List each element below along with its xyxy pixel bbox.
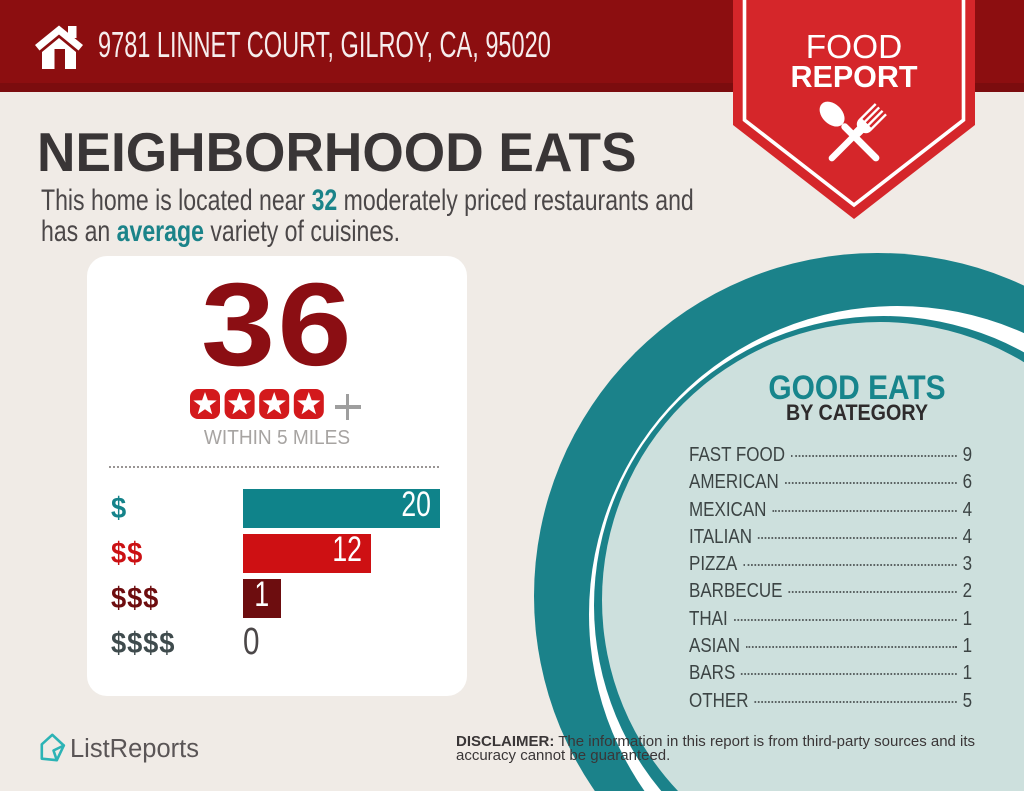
- svg-text:REPORT: REPORT: [790, 60, 917, 94]
- svg-text:FOOD: FOOD: [806, 29, 902, 66]
